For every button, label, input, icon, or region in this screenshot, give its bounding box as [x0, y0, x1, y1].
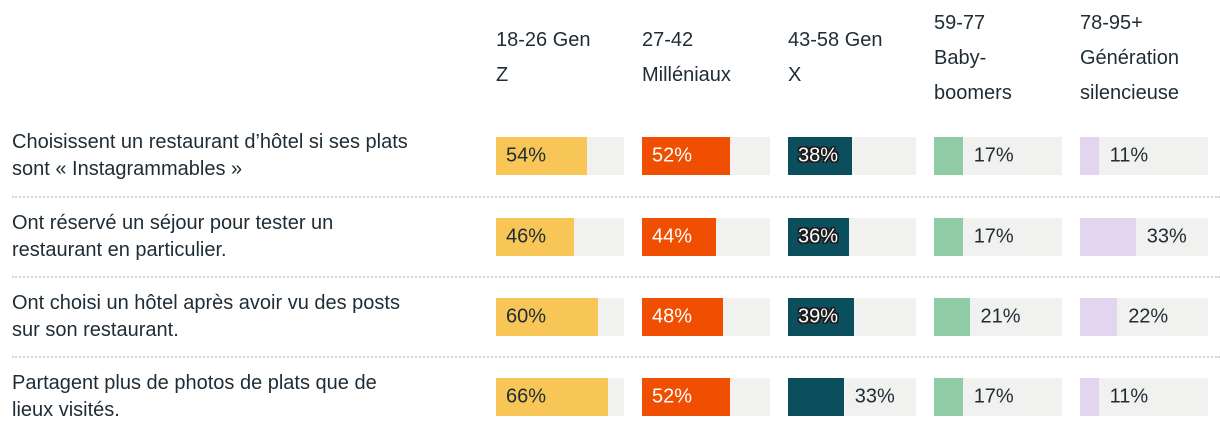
- bar-track: 33%: [1080, 218, 1208, 256]
- bar-value-label: 22%: [1128, 305, 1169, 328]
- column-header-1: 18-26 Gen Z: [496, 29, 591, 86]
- bar-value-label: 44%: [652, 225, 693, 248]
- bar-track: 22%: [1080, 298, 1208, 336]
- row-label: Ont réservé un séjour pour tester un res…: [12, 212, 334, 261]
- bar-fill: [642, 378, 730, 416]
- bar-cell: 44%: [642, 218, 788, 256]
- bar-track: 54%: [496, 137, 624, 175]
- column-header-5: 78-95+ Génération silencieuse: [1080, 11, 1179, 104]
- bar-fill: [788, 137, 853, 175]
- bar-cell: 17%: [934, 378, 1080, 416]
- bar-track: 11%: [1080, 378, 1208, 416]
- table-row: Ont réservé un séjour pour tester un res…: [12, 196, 1220, 276]
- bar-value-label: 11%: [1109, 144, 1149, 167]
- bar-track: 44%: [642, 218, 770, 256]
- bar-track: 60%: [496, 298, 624, 336]
- row-label: Partagent plus de photos de plats que de…: [12, 372, 377, 421]
- table-row: Choisissent un restaurant d’hôtel si ses…: [12, 116, 1220, 196]
- bar-cell: 38%: [788, 137, 934, 175]
- bar-fill: [642, 298, 724, 336]
- bar-track: 17%: [934, 378, 1062, 416]
- column-header-3: 43-58 Gen X: [788, 29, 883, 86]
- bar-track: 66%: [496, 378, 624, 416]
- bar-track: 38%: [788, 137, 916, 175]
- bar-value-label: 48%: [652, 305, 693, 328]
- bar-fill: [934, 378, 963, 416]
- bar-cell: 39%: [788, 298, 934, 336]
- column-headers: 18-26 Gen Z 27-42 Milléniaux 43-58 Gen X 59…: [12, 0, 1220, 116]
- bar-fill: [642, 218, 717, 256]
- bar-fill: [642, 137, 730, 175]
- bar-cell: 36%: [788, 218, 934, 256]
- bar-cell: 60%: [496, 298, 642, 336]
- row-label: Ont choisi un hôtel après avoir vu des p…: [12, 292, 400, 341]
- column-header-2: 27-42 Milléniaux: [642, 29, 731, 86]
- column-header-4: 59-77 Baby- boomers: [934, 11, 1012, 104]
- table-row: Partagent plus de photos de plats que de…: [12, 356, 1220, 436]
- bar-fill: [788, 378, 844, 416]
- bar-cell: 66%: [496, 378, 642, 416]
- bar-track: 33%: [788, 378, 916, 416]
- bar-fill: [496, 378, 608, 416]
- bar-fill: [1080, 218, 1136, 256]
- bar-fill: [788, 218, 849, 256]
- bar-cell: 33%: [788, 378, 934, 416]
- bar-cell: 11%: [1080, 137, 1220, 175]
- row-label: Choisissent un restaurant d’hôtel si ses…: [12, 131, 408, 180]
- bar-cell: 46%: [496, 218, 642, 256]
- bar-track: 17%: [934, 218, 1062, 256]
- bar-track: 39%: [788, 298, 916, 336]
- bar-value-label: 21%: [980, 305, 1021, 328]
- bar-value-label: 52%: [652, 385, 693, 408]
- bar-value-label: 17%: [973, 144, 1014, 167]
- bar-value-label: 60%: [506, 305, 547, 328]
- bar-fill: [496, 298, 598, 336]
- bar-track: 46%: [496, 218, 624, 256]
- bar-cell: 52%: [642, 137, 788, 175]
- bar-value-label: 52%: [652, 144, 693, 167]
- bar-cell: 17%: [934, 137, 1080, 175]
- bar-track: 21%: [934, 298, 1062, 336]
- bar-value-label: 36%: [798, 225, 839, 248]
- bar-value-label: 54%: [506, 144, 547, 167]
- bar-value-label: 46%: [506, 225, 547, 248]
- bar-fill: [496, 218, 574, 256]
- bar-value-label: 38%: [798, 144, 839, 167]
- bar-fill: [1080, 378, 1099, 416]
- bar-cell: 11%: [1080, 378, 1220, 416]
- bar-value-label: 33%: [854, 385, 895, 408]
- bar-fill: [934, 218, 963, 256]
- bar-value-label: 33%: [1146, 225, 1187, 248]
- bar-cell: 17%: [934, 218, 1080, 256]
- bar-value-label: 11%: [1109, 385, 1149, 408]
- bar-value-label: 17%: [973, 385, 1014, 408]
- bar-track: 52%: [642, 378, 770, 416]
- bar-cell: 22%: [1080, 298, 1220, 336]
- bar-fill: [934, 137, 963, 175]
- bar-track: 36%: [788, 218, 916, 256]
- bar-fill: [934, 298, 970, 336]
- bar-cell: 33%: [1080, 218, 1220, 256]
- bar-value-label: 66%: [506, 385, 547, 408]
- bar-cell: 54%: [496, 137, 642, 175]
- table-row: Ont choisi un hôtel après avoir vu des p…: [12, 276, 1220, 356]
- bar-track: 52%: [642, 137, 770, 175]
- table-body: Choisissent un restaurant d’hôtel si ses…: [12, 116, 1220, 436]
- bar-cell: 48%: [642, 298, 788, 336]
- bar-fill: [788, 298, 854, 336]
- bar-value-label: 39%: [798, 305, 839, 328]
- bar-fill: [1080, 137, 1099, 175]
- bar-fill: [1080, 298, 1118, 336]
- bar-track: 48%: [642, 298, 770, 336]
- bar-track: 17%: [934, 137, 1062, 175]
- bar-value-label: 17%: [973, 225, 1014, 248]
- bar-track: 11%: [1080, 137, 1208, 175]
- bar-cell: 52%: [642, 378, 788, 416]
- bar-fill: [496, 137, 588, 175]
- bar-cell: 21%: [934, 298, 1080, 336]
